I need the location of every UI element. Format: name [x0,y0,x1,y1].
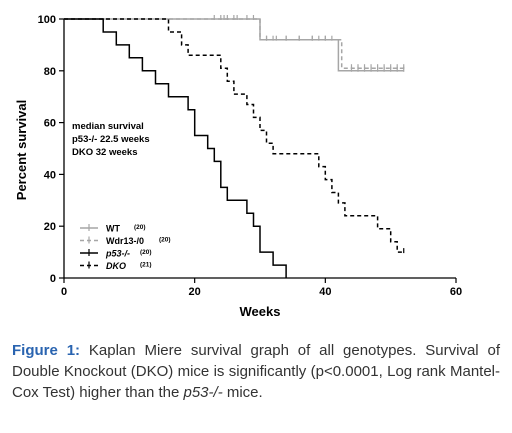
legend-count: (20) [159,237,171,244]
caption-tail: mice. [222,384,263,401]
y-tick-label: 40 [44,169,56,181]
legend: WT (20) Wdr13-/0 (20) p53-/- (20) DKO (21) [80,224,171,271]
y-tick-label: 100 [38,14,56,26]
y-tick-label: 20 [44,221,56,233]
caption-text: Kaplan Miere survival graph of all genot… [12,342,500,401]
x-axis-title: Weeks [240,304,281,319]
figure-label: Figure 1: [12,342,81,359]
caption-italic-term: p53-/- [183,384,223,401]
annotation-line-2: p53-/- 22.5 weeks [72,134,150,145]
legend-label: p53-/- [105,249,130,259]
series-line-wt [64,18,404,72]
legend-count: (21) [140,262,152,269]
annotation-line-3: DKO 32 weeks [72,147,137,158]
legend-label: WT [106,224,120,234]
x-tick-label: 0 [61,286,67,298]
figure-caption: Figure 1: Kaplan Miere survival graph of… [12,340,500,403]
legend-count: (20) [134,224,146,231]
series-line-dko [64,18,404,253]
series-line-p53 [64,18,287,278]
legend-count: (20) [140,249,152,256]
x-tick-label: 20 [189,286,201,298]
annotation-line-1: median survival [72,121,144,132]
legend-label: Wdr13-/0 [106,236,144,246]
y-tick-label: 0 [50,273,56,285]
y-axis-title: Percent survival [14,100,29,200]
legend-label: DKO [106,261,126,271]
median-annotation: median survival p53-/- 22.5 weeks DKO 32… [72,121,150,158]
x-tick-label: 60 [450,286,462,298]
axes: 0 20 40 60 0 20 40 60 80 100 [38,14,462,298]
x-tick-label: 40 [319,286,331,298]
series-line-wdr13-0 [64,18,404,69]
survival-chart: 0 20 40 60 0 20 40 60 80 100 Weeks Percent surviv… [14,14,462,319]
series-layer [64,15,405,278]
y-tick-label: 80 [44,66,56,78]
y-tick-label: 60 [44,118,56,130]
